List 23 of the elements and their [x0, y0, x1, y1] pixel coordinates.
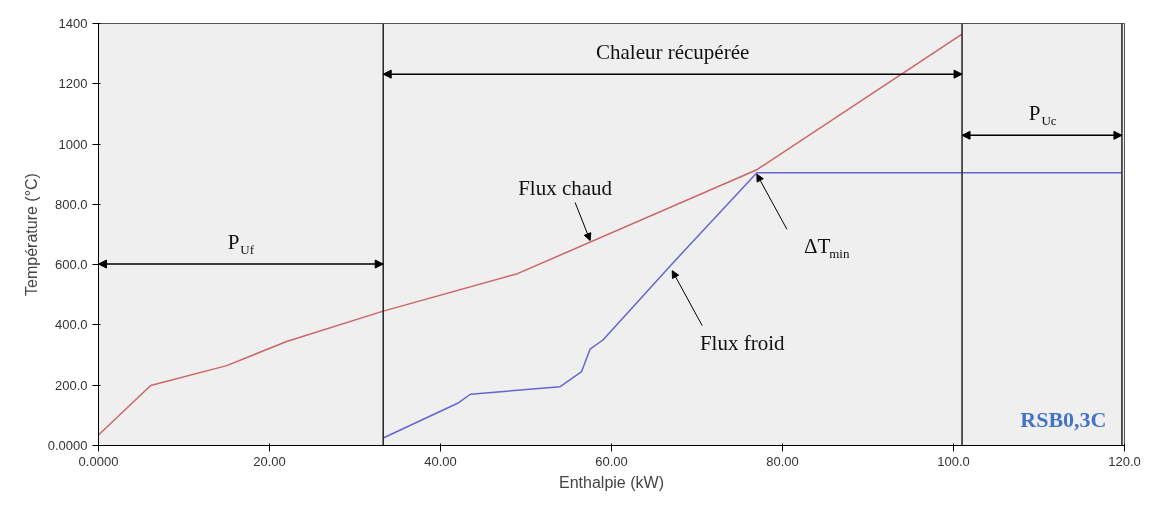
annotation: Chaleur récupérée — [595, 40, 750, 65]
x-tick-label: 120.0 — [1108, 453, 1141, 469]
x-tick-label: 20.00 — [253, 453, 286, 469]
y-axis-title: Température (°C) — [22, 173, 40, 296]
y-tick-label: 200.0 — [54, 377, 88, 393]
y-tick-label: 1000 — [58, 136, 88, 152]
y-tick-label: 800.0 — [54, 196, 88, 212]
x-tick-label: 60.00 — [595, 453, 628, 469]
x-tick-label: 100.0 — [937, 453, 970, 469]
y-tick-label: 1200 — [58, 76, 88, 92]
y-tick-label: 400.0 — [54, 317, 88, 333]
annotation: Flux froid — [699, 330, 785, 355]
y-tick-label: 600.0 — [54, 257, 88, 273]
x-tick-label: 0.0000 — [78, 453, 119, 469]
y-tick-label: 0.0000 — [47, 438, 88, 453]
line-series — [382, 171, 1123, 439]
x-tick-label: 40.00 — [424, 453, 457, 469]
line-series — [98, 33, 963, 436]
annotation: RSB0,3C — [1020, 406, 1107, 432]
annotation: Flux chaud — [518, 175, 613, 200]
x-axis-title: Enthalpie (kW) — [559, 473, 664, 491]
x-tick-label: 80.00 — [766, 453, 799, 469]
y-tick-label: 1400 — [58, 16, 88, 31]
